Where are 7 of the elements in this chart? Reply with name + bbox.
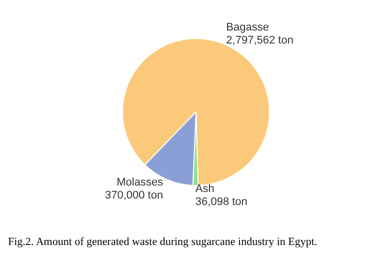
data-label: 36,098 ton xyxy=(195,196,248,208)
slice-label: Ash xyxy=(195,183,214,196)
data-label: 370,000 ton xyxy=(104,189,164,202)
slice-label: Molasses xyxy=(116,176,164,188)
caption: Fig.2. Amount of generated waste during sugarcane industry in Egypt. xyxy=(8,236,318,248)
data-label: 2,797,562 ton xyxy=(226,34,294,47)
slice-label: Bagasse xyxy=(226,22,269,34)
